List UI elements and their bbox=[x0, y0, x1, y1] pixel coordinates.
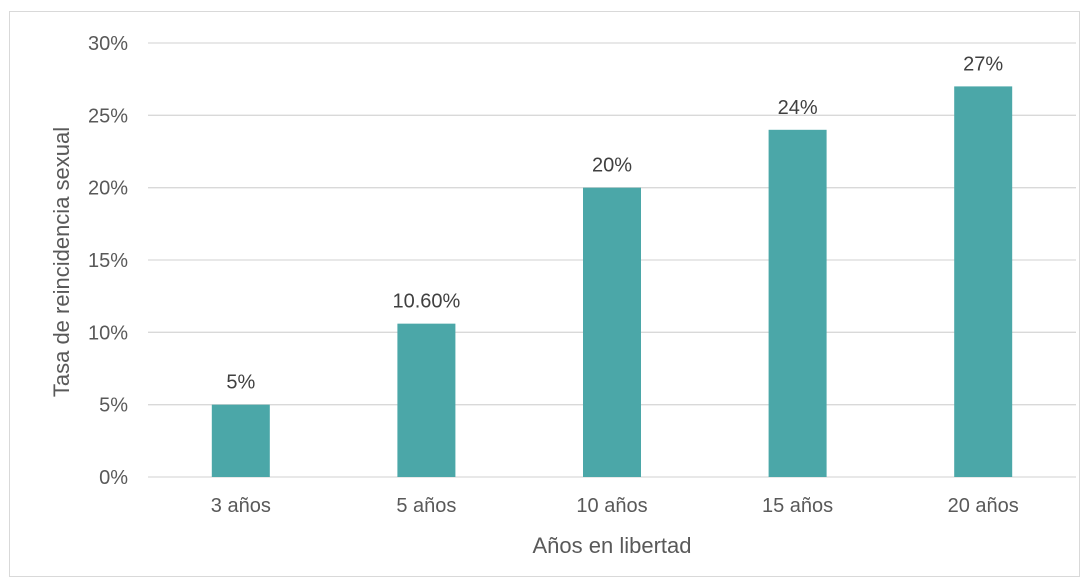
bar bbox=[954, 86, 1013, 478]
y-tick-label: 15% bbox=[88, 250, 128, 272]
data-label: 20% bbox=[592, 155, 632, 177]
y-tick-label: 25% bbox=[88, 105, 128, 127]
data-label: 24% bbox=[778, 97, 818, 119]
x-category-label: 5 años bbox=[396, 495, 456, 517]
y-tick-label: 5% bbox=[99, 395, 128, 417]
y-tick-label: 20% bbox=[88, 178, 128, 200]
x-axis-title: Años en libertad bbox=[533, 533, 692, 558]
bar bbox=[768, 129, 827, 478]
y-tick-label: 30% bbox=[88, 33, 128, 55]
bars bbox=[211, 86, 1013, 478]
x-axis-categories: 3 años 5 años 10 años 15 años 20 años bbox=[211, 495, 1019, 517]
chart-frame bbox=[9, 11, 1080, 577]
y-axis-ticks: 0% 5% 10% 15% 20% 25% 30% bbox=[88, 33, 128, 489]
data-label: 10.60% bbox=[392, 291, 460, 313]
y-tick-label: 10% bbox=[88, 322, 128, 344]
x-category-label: 10 años bbox=[576, 495, 647, 517]
bar bbox=[397, 323, 456, 477]
y-axis-title: Tasa de reincidencia sexual bbox=[49, 127, 74, 397]
data-label: 27% bbox=[963, 53, 1003, 75]
x-category-label: 20 años bbox=[948, 495, 1019, 517]
y-tick-label: 0% bbox=[99, 467, 128, 489]
data-label: 5% bbox=[226, 372, 255, 394]
data-labels: 5% 10.60% 20% 24% 27% bbox=[226, 53, 1003, 393]
bar bbox=[211, 404, 270, 477]
bar bbox=[583, 187, 641, 477]
x-category-label: 15 años bbox=[762, 495, 833, 517]
x-category-label: 3 años bbox=[211, 495, 271, 517]
